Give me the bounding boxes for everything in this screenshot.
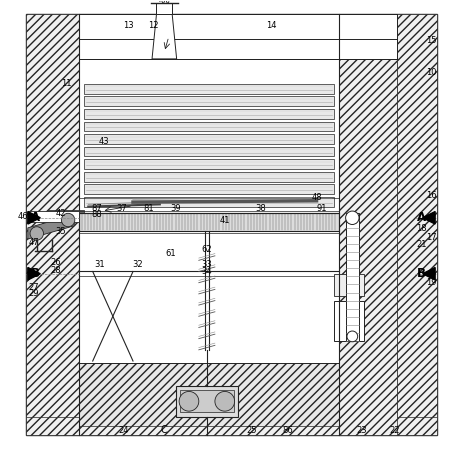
Text: 39: 39 <box>170 204 181 213</box>
Text: 11: 11 <box>61 79 71 88</box>
Bar <box>335 274 364 296</box>
Bar <box>156 3 173 14</box>
Text: 26: 26 <box>51 258 61 267</box>
Text: 46: 46 <box>18 212 29 221</box>
Text: 33: 33 <box>202 260 212 269</box>
Bar <box>176 386 238 417</box>
Bar <box>28 211 79 222</box>
Bar <box>25 14 437 59</box>
Text: 29: 29 <box>29 289 39 299</box>
Text: 38: 38 <box>255 204 266 213</box>
Text: B: B <box>417 267 426 280</box>
Text: 15: 15 <box>426 36 437 45</box>
Polygon shape <box>28 268 40 280</box>
Text: B: B <box>31 267 40 280</box>
Bar <box>84 197 335 207</box>
Bar <box>84 97 335 106</box>
Text: 41: 41 <box>220 216 230 225</box>
Bar <box>79 363 339 435</box>
Bar <box>79 59 339 216</box>
Text: 21: 21 <box>416 240 427 249</box>
Polygon shape <box>423 268 435 280</box>
Bar <box>84 122 335 132</box>
Text: 31: 31 <box>94 260 105 269</box>
Text: 12: 12 <box>148 21 158 30</box>
Text: 25: 25 <box>247 426 257 435</box>
Text: 28: 28 <box>51 266 61 275</box>
Circle shape <box>215 392 235 411</box>
Bar <box>84 172 335 181</box>
Polygon shape <box>28 215 75 239</box>
Text: 87: 87 <box>92 204 103 213</box>
Polygon shape <box>423 211 435 224</box>
Text: 17: 17 <box>426 233 437 242</box>
Circle shape <box>30 227 44 240</box>
Text: 48: 48 <box>311 193 322 202</box>
Text: 19: 19 <box>426 278 437 287</box>
Bar <box>25 14 79 435</box>
Bar <box>79 213 339 216</box>
Bar <box>79 14 397 59</box>
Bar <box>345 213 359 341</box>
Text: 18: 18 <box>416 224 427 233</box>
Circle shape <box>179 392 199 411</box>
Text: 27: 27 <box>28 283 39 292</box>
Text: 86: 86 <box>282 426 293 435</box>
Polygon shape <box>48 210 84 213</box>
Bar <box>397 14 437 435</box>
Bar <box>79 213 339 231</box>
Text: 22: 22 <box>390 426 400 435</box>
Text: 23: 23 <box>356 426 366 435</box>
Bar <box>84 147 335 156</box>
Bar <box>84 159 335 169</box>
Text: 24: 24 <box>119 426 129 435</box>
Text: A: A <box>417 211 426 224</box>
Text: 61: 61 <box>166 249 176 258</box>
Text: 62: 62 <box>202 245 212 254</box>
Bar <box>84 134 335 144</box>
Text: 35: 35 <box>55 227 66 236</box>
Text: 42: 42 <box>55 209 66 218</box>
Text: 16: 16 <box>426 191 437 200</box>
Bar <box>84 109 335 119</box>
Text: 34: 34 <box>202 267 212 276</box>
Bar <box>339 14 397 435</box>
Text: 37: 37 <box>116 204 127 213</box>
Circle shape <box>345 211 359 224</box>
Text: A: A <box>31 211 40 224</box>
Bar <box>84 84 335 94</box>
Text: 32: 32 <box>132 260 143 269</box>
Circle shape <box>61 213 75 227</box>
Text: 88: 88 <box>92 210 103 219</box>
Bar <box>335 300 364 341</box>
Text: 14: 14 <box>266 21 277 30</box>
Text: 81: 81 <box>143 204 154 213</box>
Text: 10: 10 <box>426 68 437 77</box>
Text: 43: 43 <box>99 137 109 146</box>
Circle shape <box>347 331 358 342</box>
Polygon shape <box>28 211 40 224</box>
Text: 47: 47 <box>28 238 39 247</box>
Bar <box>79 363 339 426</box>
Polygon shape <box>152 14 177 59</box>
Text: 13: 13 <box>123 21 134 30</box>
Bar <box>84 184 335 194</box>
Text: C: C <box>161 425 168 436</box>
Text: 91: 91 <box>316 204 327 213</box>
Bar <box>79 231 339 363</box>
Bar <box>79 213 339 231</box>
Bar <box>25 417 437 435</box>
Bar <box>180 390 234 413</box>
